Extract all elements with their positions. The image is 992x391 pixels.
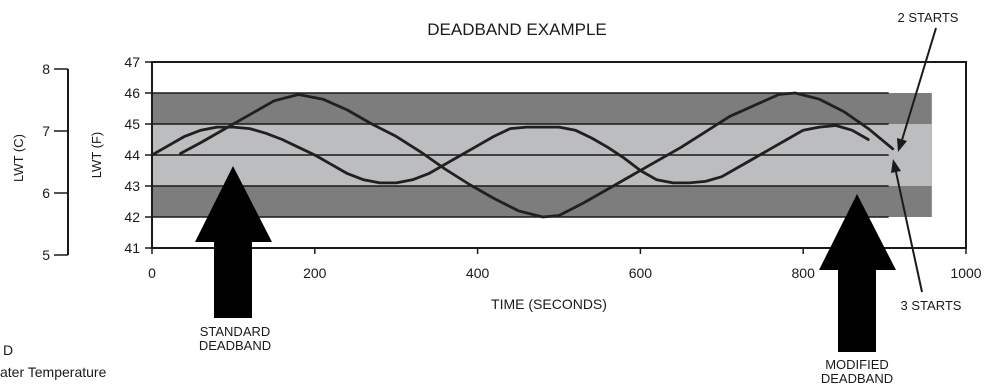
y-tick-label-2: 43 xyxy=(124,178,140,194)
standard-deadband-arrow xyxy=(195,166,272,318)
x-tick-label-1: 200 xyxy=(303,265,327,281)
x-tick-label-4: 800 xyxy=(792,265,816,281)
y2-axis-label: LWT (C) xyxy=(11,134,26,182)
y-tick-label-3: 44 xyxy=(124,147,140,163)
three-starts-label: 3 STARTS xyxy=(901,298,962,313)
y2-tick-label-1: 6 xyxy=(42,185,50,201)
three-starts-arrowhead xyxy=(891,159,901,173)
standard-deadband-label-line2: DEADBAND xyxy=(199,338,271,353)
y2-tick-label-3: 8 xyxy=(42,61,50,77)
two-starts-pointer xyxy=(901,27,937,141)
modified-deadband-arrow xyxy=(819,194,896,352)
x-axis-label: TIME (SECONDS) xyxy=(491,296,607,312)
legend-fragment-1: D xyxy=(3,342,14,358)
y-tick-label-4: 45 xyxy=(124,116,140,132)
x-tick-label-0: 0 xyxy=(148,265,156,281)
chart-title: DEADBAND EXAMPLE xyxy=(427,20,607,39)
y-tick-label-1: 42 xyxy=(124,209,140,225)
y2-tick-label-0: 5 xyxy=(42,247,50,263)
two-starts-arrowhead xyxy=(897,138,907,152)
x-tick-label-2: 400 xyxy=(466,265,490,281)
temperature-series-line-0 xyxy=(150,124,870,185)
y-tick-label-0: 41 xyxy=(124,240,140,256)
x-tick-label-3: 600 xyxy=(629,265,653,281)
two-starts-label: 2 STARTS xyxy=(898,10,959,25)
standard-deadband-label-line1: STANDARD xyxy=(200,324,271,339)
setpoint-lines xyxy=(152,92,889,218)
y-axis-ticks: 41 42 43 44 45 46 47 xyxy=(124,54,152,256)
x-axis-ticks: 0 200 400 600 800 1000 xyxy=(148,248,982,281)
modified-deadband-label-line1: MODIFIED xyxy=(825,357,889,372)
y-axis-label: LWT (F) xyxy=(89,132,104,178)
y-tick-label-5: 46 xyxy=(124,85,140,101)
y-tick-label-6: 47 xyxy=(124,54,140,70)
series-group xyxy=(150,91,895,219)
legend-fragment-2: ater Temperature xyxy=(0,364,107,380)
y2-tick-label-2: 7 xyxy=(42,123,50,139)
three-starts-pointer xyxy=(895,171,923,293)
celsius-axis-ticks: 5 6 7 8 xyxy=(42,61,68,263)
temperature-series-line-1 xyxy=(179,91,895,219)
modified-deadband-label-line2: DEADBAND xyxy=(821,371,893,386)
x-tick-label-5: 1000 xyxy=(950,265,981,281)
